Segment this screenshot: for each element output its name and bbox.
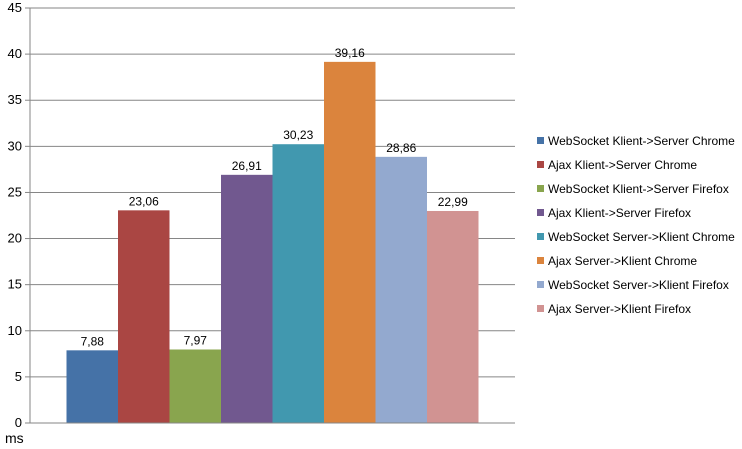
bar [66, 350, 118, 423]
legend-entry: Ajax Klient->Server Firefox [548, 206, 691, 220]
legend-swatch [537, 209, 544, 216]
y-tick-label: 5 [15, 369, 22, 384]
legend-entry: Ajax Server->Klient Firefox [548, 302, 691, 316]
legend-entry: WebSocket Klient->Server Firefox [548, 182, 729, 196]
legend: WebSocket Klient->Server Chrome Ajax Klie… [537, 134, 735, 316]
y-tick-label: 15 [8, 277, 22, 292]
y-tick-label: 45 [8, 0, 22, 15]
bar [169, 349, 221, 423]
y-axis-unit-label: ms [5, 430, 24, 446]
data-label: 23,06 [129, 194, 159, 208]
legend-swatch [537, 305, 544, 312]
bar [427, 210, 479, 423]
y-tick-label: 40 [8, 46, 22, 61]
legend-entry: Ajax Klient->Server Chrome [548, 158, 697, 172]
bar [118, 210, 170, 423]
data-label: 22,99 [438, 195, 468, 209]
legend-entry: WebSocket Server->Klient Firefox [548, 278, 729, 292]
bars [66, 61, 479, 423]
legend-swatch [537, 281, 544, 288]
bar [272, 144, 324, 423]
legend-entry: WebSocket Server->Klient Chrome [548, 230, 735, 244]
legend-swatch [537, 257, 544, 264]
bar [324, 61, 376, 423]
y-tick-label: 20 [8, 231, 22, 246]
legend-swatch [537, 233, 544, 240]
bar [375, 156, 427, 423]
legend-swatch [537, 185, 544, 192]
data-label: 28,86 [386, 141, 416, 155]
data-labels: 7,88 23,06 7,97 26,91 30,23 39,16 28,86 22,99 [81, 46, 469, 348]
legend-entry: WebSocket Klient->Server Chrome [548, 134, 735, 148]
y-tick-label: 10 [8, 323, 22, 338]
bar [221, 174, 273, 423]
y-tick-label: 0 [15, 415, 22, 430]
legend-entry: Ajax Server->Klient Chrome [548, 254, 697, 268]
legend-swatch [537, 161, 544, 168]
data-label: 39,16 [335, 46, 365, 60]
y-tick-label: 25 [8, 184, 22, 199]
legend-swatch [537, 137, 544, 144]
data-label: 7,97 [184, 333, 208, 347]
data-label: 30,23 [283, 128, 313, 142]
y-axis-ticks: 0 5 10 15 20 25 30 35 40 45 [8, 0, 30, 430]
y-tick-label: 35 [8, 92, 22, 107]
data-label: 26,91 [232, 159, 262, 173]
data-label: 7,88 [81, 334, 105, 348]
y-tick-label: 30 [8, 138, 22, 153]
